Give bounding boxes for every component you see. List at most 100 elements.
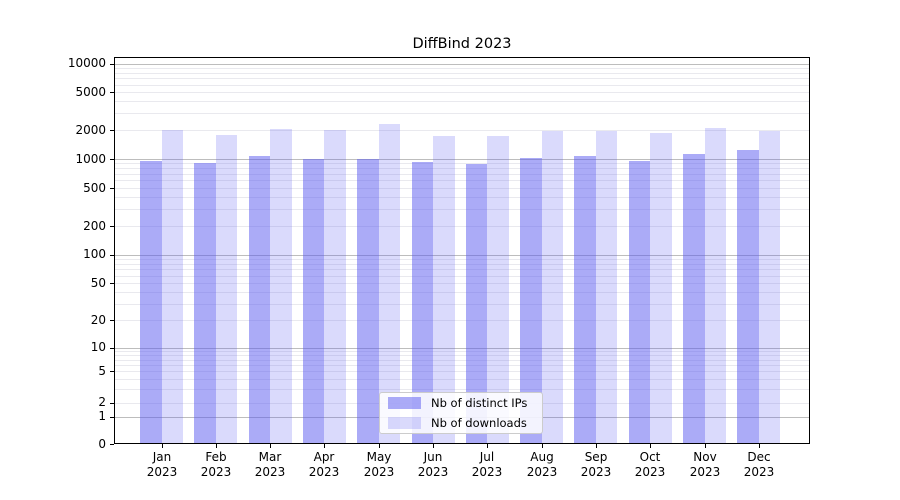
- gridline-600: [115, 180, 809, 181]
- y-tick-mark-1: [110, 417, 114, 418]
- y-tick-mark-1000: [110, 159, 114, 160]
- x-tick-mark-jun: [433, 444, 434, 448]
- legend-item-downloads: Nb of downloads: [388, 416, 534, 430]
- bar-downloads-jan: [161, 129, 183, 443]
- y-tick-mark-5: [110, 371, 114, 372]
- gridline-3000: [115, 113, 809, 114]
- y-tick-label-500: 500: [83, 181, 106, 195]
- bar-distinct-ips-aug: [520, 158, 542, 443]
- x-tick-label-apr: Apr 2023: [294, 450, 354, 480]
- x-tick-label-jan: Jan 2023: [132, 450, 192, 480]
- y-tick-label-2: 2: [98, 395, 106, 409]
- bar-downloads-apr: [324, 130, 346, 443]
- gridline-6: [115, 365, 809, 366]
- x-tick-label-may: May 2023: [349, 450, 409, 480]
- legend-item-distinct-ips: Nb of distinct IPs: [388, 396, 534, 410]
- y-tick-mark-2: [110, 403, 114, 404]
- x-tick-label-year: 2023: [634, 465, 666, 479]
- x-tick-label-year: 2023: [146, 465, 178, 479]
- x-tick-label-sep: Sep 2023: [566, 450, 626, 480]
- gridline-4: [115, 379, 809, 380]
- x-tick-label-year: 2023: [200, 465, 232, 479]
- x-tick-mark-mar: [270, 444, 271, 448]
- x-tick-label-nov: Nov 2023: [675, 450, 735, 480]
- gridline-9000: [115, 68, 809, 69]
- gridline-900: [115, 163, 809, 164]
- x-tick-mark-apr: [324, 444, 325, 448]
- x-tick-label-year: 2023: [417, 465, 449, 479]
- x-tick-label-year: 2023: [526, 465, 558, 479]
- bar-downloads-may: [378, 123, 401, 443]
- gridline-5: [115, 371, 809, 372]
- x-tick-label-year: 2023: [363, 465, 395, 479]
- y-tick-label-50: 50: [90, 276, 106, 290]
- y-tick-label-1000: 1000: [75, 152, 106, 166]
- gridline-100: [115, 255, 809, 256]
- gridline-70: [115, 269, 809, 270]
- x-tick-label-oct: Oct 2023: [620, 450, 680, 480]
- x-tick-label-jul: Jul 2023: [457, 450, 517, 480]
- x-tick-label-year: 2023: [471, 465, 503, 479]
- gridline-40: [115, 292, 809, 293]
- gridline-90: [115, 259, 809, 260]
- y-tick-mark-100: [110, 255, 114, 256]
- gridline-9: [115, 351, 809, 352]
- y-tick-label-5: 5: [98, 364, 106, 378]
- y-tick-label-200: 200: [83, 219, 106, 233]
- chart-title: DiffBind 2023: [412, 36, 512, 52]
- y-tick-mark-10000: [110, 64, 114, 65]
- y-tick-label-0: 0: [98, 437, 106, 451]
- gridline-7: [115, 360, 809, 361]
- bar-downloads-feb: [215, 134, 238, 443]
- legend-label-downloads: Nb of downloads: [431, 416, 527, 430]
- gridline-80: [115, 264, 809, 265]
- bar-downloads-oct: [650, 132, 672, 443]
- bar-distinct-ips-may: [357, 159, 379, 443]
- bar-distinct-ips-mar: [248, 155, 271, 443]
- y-tick-label-20: 20: [90, 313, 106, 327]
- bar-distinct-ips-jul: [465, 163, 488, 443]
- x-tick-label-year: 2023: [580, 465, 612, 479]
- gridline-7000: [115, 78, 809, 79]
- gridline-300: [115, 209, 809, 210]
- bar-downloads-jul: [487, 135, 509, 443]
- y-tick-label-100: 100: [83, 247, 106, 261]
- x-tick-mark-sep: [596, 444, 597, 448]
- bar-distinct-ips-dec: [737, 149, 759, 443]
- bar-downloads-aug: [541, 130, 564, 443]
- gridline-8: [115, 355, 809, 356]
- y-tick-mark-0: [110, 444, 114, 445]
- bar-distinct-ips-jan: [140, 161, 162, 443]
- gridline-1000: [115, 159, 809, 160]
- gridline-700: [115, 174, 809, 175]
- x-tick-label-aug: Aug 2023: [512, 450, 572, 480]
- gridline-800: [115, 168, 809, 169]
- bar-downloads-mar: [270, 128, 292, 443]
- x-tick-label-mar: Mar 2023: [240, 450, 300, 480]
- bar-distinct-ips-oct: [628, 160, 651, 443]
- y-tick-label-10000: 10000: [67, 56, 106, 70]
- gridline-4000: [115, 101, 809, 102]
- y-tick-mark-20: [110, 320, 114, 321]
- gridline-500: [115, 188, 809, 189]
- gridline-30: [115, 304, 809, 305]
- x-tick-label-year: 2023: [689, 465, 721, 479]
- gridline-200: [115, 226, 809, 227]
- bar-distinct-ips-sep: [574, 156, 596, 443]
- gridline-50: [115, 283, 809, 284]
- legend: Nb of distinct IPs Nb of downloads: [379, 392, 543, 434]
- bar-distinct-ips-feb: [194, 163, 216, 443]
- gridline-400: [115, 197, 809, 198]
- x-tick-label-dec: Dec 2023: [729, 450, 789, 480]
- gridline-10000: [115, 64, 809, 65]
- y-tick-mark-2000: [110, 130, 114, 131]
- x-tick-label-jun: Jun 2023: [403, 450, 463, 480]
- x-tick-mark-dec: [759, 444, 760, 448]
- x-tick-mark-nov: [705, 444, 706, 448]
- gridline-2000: [115, 130, 809, 131]
- gridline-6000: [115, 85, 809, 86]
- y-tick-label-1: 1: [98, 409, 106, 423]
- gridline-60: [115, 276, 809, 277]
- gridline-3: [115, 389, 809, 390]
